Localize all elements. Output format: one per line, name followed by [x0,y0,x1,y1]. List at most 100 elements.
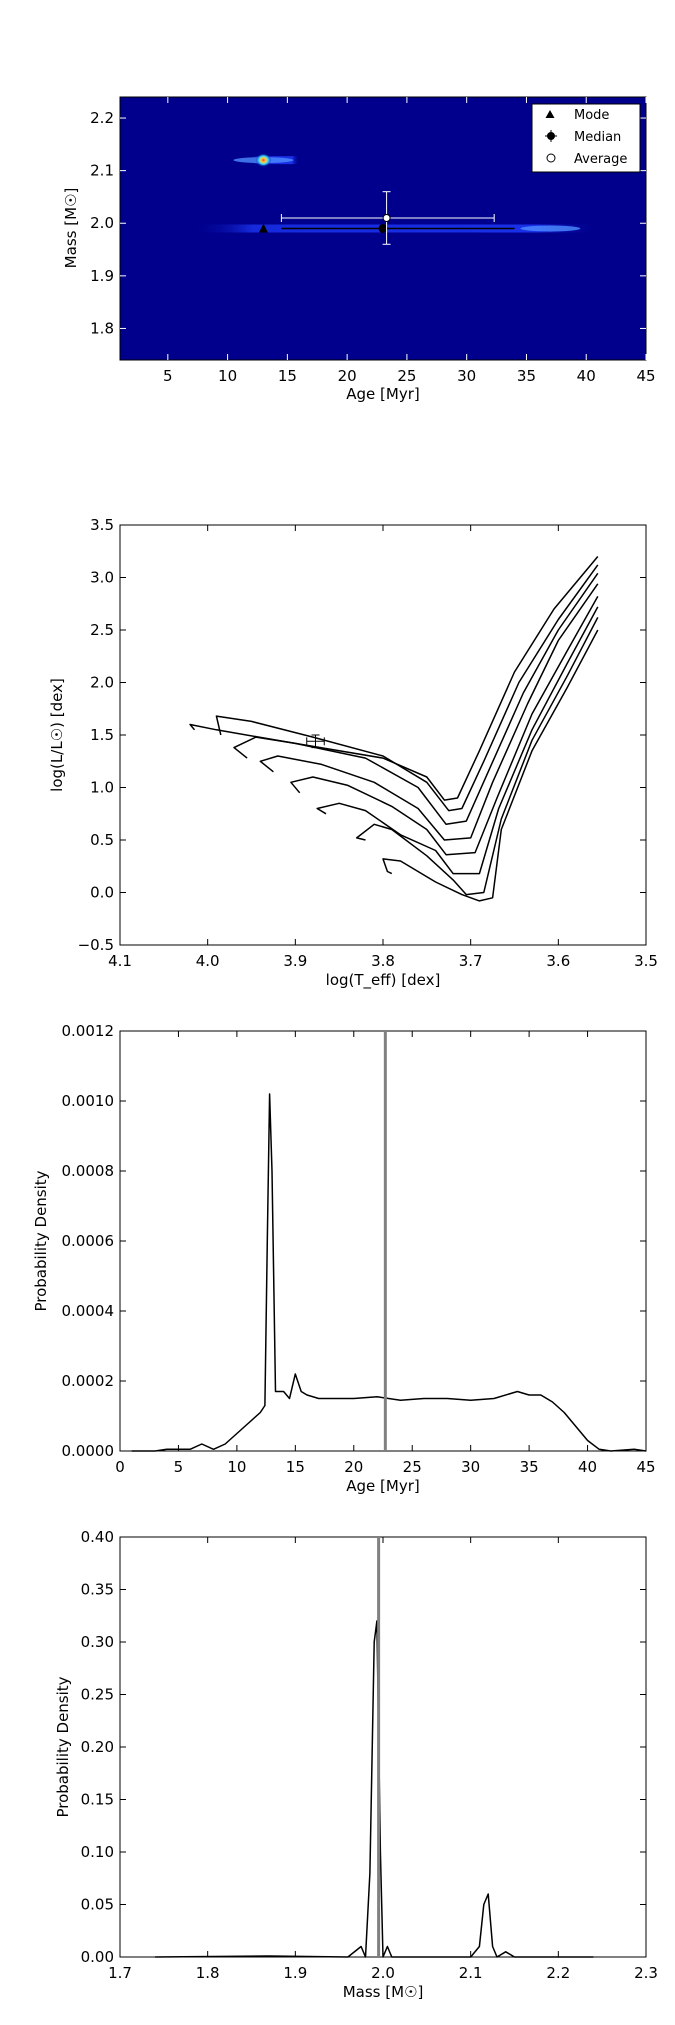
y-tick-label: 2.0 [90,214,114,232]
legend-average-marker [546,153,556,163]
x-tick-label: 30 [461,1458,480,1476]
x-tick-label: 15 [286,1458,305,1476]
x-tick-label: 3.7 [459,952,483,970]
y-tick-label: 3.0 [90,569,114,587]
density-curve-0 [155,1620,594,1958]
density-hotspot [255,153,272,168]
y-tick-label: −0.5 [78,936,114,954]
y-axis-label: Mass [M☉] [62,188,80,269]
y-tick-label: 0.0008 [62,1162,115,1180]
x-tick-label: 45 [636,367,655,385]
y-tick-label: 0.20 [81,1738,114,1756]
x-tick-label: 2.1 [459,1964,483,1982]
y-tick-label: 2.0 [90,674,114,692]
y-tick-label: 0.35 [81,1581,114,1599]
x-tick-label: 1.7 [108,1964,132,1982]
y-tick-label: 0.15 [81,1791,114,1809]
x-tick-label: 20 [344,1458,363,1476]
x-tick-label: 3.6 [546,952,570,970]
legend-average-label: Average [574,152,627,167]
y-tick-label: 0.0004 [62,1302,115,1320]
plot-frame [119,1030,647,1452]
x-tick-label: 1.8 [196,1964,220,1982]
x-tick-label: 35 [517,367,536,385]
x-tick-label: 25 [403,1458,422,1476]
y-axis-label: log(L/L☉) [dex] [48,678,66,792]
x-tick-label: 3.9 [283,952,307,970]
x-tick-label: 2.0 [371,1964,395,1982]
y-tick-label: 2.1 [90,162,114,180]
y-tick-label: 0.40 [81,1528,114,1546]
x-axis-label: Mass [M☉] [343,1983,424,2001]
isochrone-curve-5 [316,606,599,875]
x-tick-label: 40 [577,367,596,385]
panel-mass-probability: 1.7 1.8 1.9 2.0 2.1 2.2 2.3 0.00 0.05 0.10 0.15 0.2… [54,1528,658,2001]
isochrone-curve-2 [233,572,599,826]
y-tick-label: 1.9 [90,267,114,285]
y-tick-label: 0.0010 [62,1092,115,1110]
x-tick-label: 20 [338,367,357,385]
legend-median-label: Median [574,130,621,145]
isochrone-curve-3 [259,583,599,841]
x-tick-label: 5 [174,1458,184,1476]
isochrone-curve-6 [355,617,599,896]
y-tick-label: 2.5 [90,621,114,639]
isochrone-curve-0 [189,556,599,801]
y-tick-label: 2.2 [90,109,114,127]
x-tick-label: 40 [578,1458,597,1476]
x-axis-label: log(T_eff) [dex] [326,971,441,990]
x-tick-label: 30 [457,367,476,385]
y-axis-label: Probability Density [32,1170,50,1311]
isochrone-curve-4 [290,596,599,856]
y-tick-label: 3.5 [90,516,114,534]
x-tick-label: 10 [218,367,237,385]
y-tick-label: 1.5 [90,726,114,744]
y-axis-label: Probability Density [54,1676,72,1817]
x-tick-label: 45 [636,1458,655,1476]
y-tick-label: 0.05 [81,1896,114,1914]
panel-hr-diagram: 4.1 4.0 3.9 3.8 3.7 3.6 3.5 −0.5 0.0 0.5 1.0 1.5 2.0… [48,516,658,990]
y-tick-label: 1.0 [90,779,114,797]
average-marker [382,213,391,222]
legend-mode-label: Mode [574,108,609,123]
x-axis-label: Age [Myr] [346,1477,419,1495]
legend-median-marker [547,132,555,140]
x-tick-label: 0 [115,1458,125,1476]
isochrone-curve-7 [382,629,599,902]
y-tick-label: 0.30 [81,1633,114,1651]
y-tick-label: 0.5 [90,831,114,849]
x-tick-label: 3.5 [634,952,658,970]
y-tick-label: 0.00 [81,1948,114,1966]
plot-frame [119,524,647,946]
y-tick-label: 0.10 [81,1843,114,1861]
y-tick-label: 0.0002 [62,1372,115,1390]
x-tick-label: 15 [278,367,297,385]
plot-frame [119,1536,647,1958]
legend-mode-marker [545,110,555,118]
x-tick-label: 2.3 [634,1964,658,1982]
x-tick-label: 4.1 [108,952,132,970]
x-tick-label: 3.8 [371,952,395,970]
y-tick-label: 0.25 [81,1686,114,1704]
x-tick-label: 1.9 [283,1964,307,1982]
density-peak-0 [520,225,581,232]
y-tick-label: 0.0 [90,884,114,902]
median-marker [378,224,388,233]
x-axis-label: Age [Myr] [346,385,419,403]
x-tick-label: 5 [163,367,173,385]
isochrone-curve-1 [215,564,599,812]
x-tick-label: 35 [520,1458,539,1476]
y-tick-label: 0.0006 [62,1232,115,1250]
density-curve-0 [131,1093,647,1452]
legend: Mode Median Average [531,103,641,173]
x-tick-label: 25 [397,367,416,385]
panel-age-mass-heatmap: 5 10 15 20 25 30 35 40 45 1.8 1.9 2.0 2.1 2.2 Mode Me… [62,96,656,403]
mode-marker [258,223,268,233]
x-tick-label: 2.2 [546,1964,570,1982]
panel-age-probability: 0 5 10 15 20 25 30 35 40 45 0.0000 0.0002 0.0004 0.00… [32,1022,656,1495]
y-tick-label: 0.0000 [62,1442,115,1460]
x-tick-label: 4.0 [196,952,220,970]
x-tick-label: 10 [227,1458,246,1476]
y-tick-label: 1.8 [90,319,114,337]
